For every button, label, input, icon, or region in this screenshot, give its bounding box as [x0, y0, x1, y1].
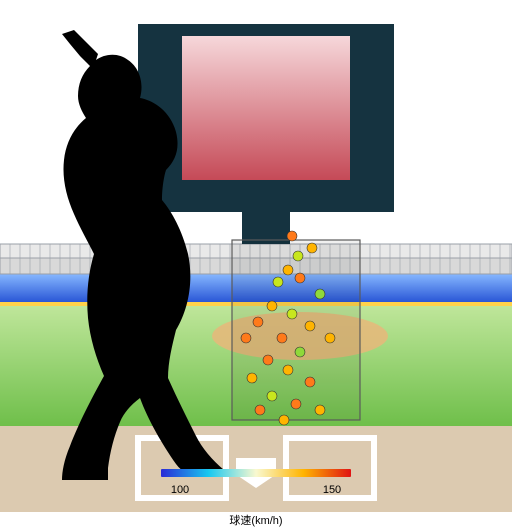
pitch-point	[305, 321, 315, 331]
pitch-point	[315, 405, 325, 415]
pitch-point	[247, 373, 257, 383]
pitch-point	[287, 309, 297, 319]
pitch-point	[293, 251, 303, 261]
pitch-point	[279, 415, 289, 425]
pitch-point	[267, 301, 277, 311]
legend-gradient-bar	[161, 469, 351, 477]
pitch-point	[283, 365, 293, 375]
scoreboard-neck	[242, 212, 290, 244]
pitch-point	[295, 347, 305, 357]
legend-tick: 150	[323, 484, 341, 496]
strike-zone	[232, 240, 360, 420]
pitch-point	[273, 277, 283, 287]
pitch-point	[291, 399, 301, 409]
speed-legend: 100 150 球速(km/h)	[0, 464, 512, 528]
pitch-point	[255, 405, 265, 415]
pitch-location-chart	[0, 0, 512, 512]
pitch-point	[287, 231, 297, 241]
legend-tick: 100	[171, 484, 189, 496]
pitch-point	[241, 333, 251, 343]
pitch-point	[307, 243, 317, 253]
pitch-point	[263, 355, 273, 365]
pitch-point	[267, 391, 277, 401]
pitch-point	[277, 333, 287, 343]
pitch-point	[315, 289, 325, 299]
pitch-point	[325, 333, 335, 343]
scoreboard-screen	[182, 36, 350, 180]
legend-axis-label: 球速(km/h)	[0, 512, 512, 528]
pitch-point	[283, 265, 293, 275]
legend-ticks: 100 150	[161, 484, 351, 498]
pitch-point	[253, 317, 263, 327]
pitch-point	[295, 273, 305, 283]
pitch-point	[305, 377, 315, 387]
